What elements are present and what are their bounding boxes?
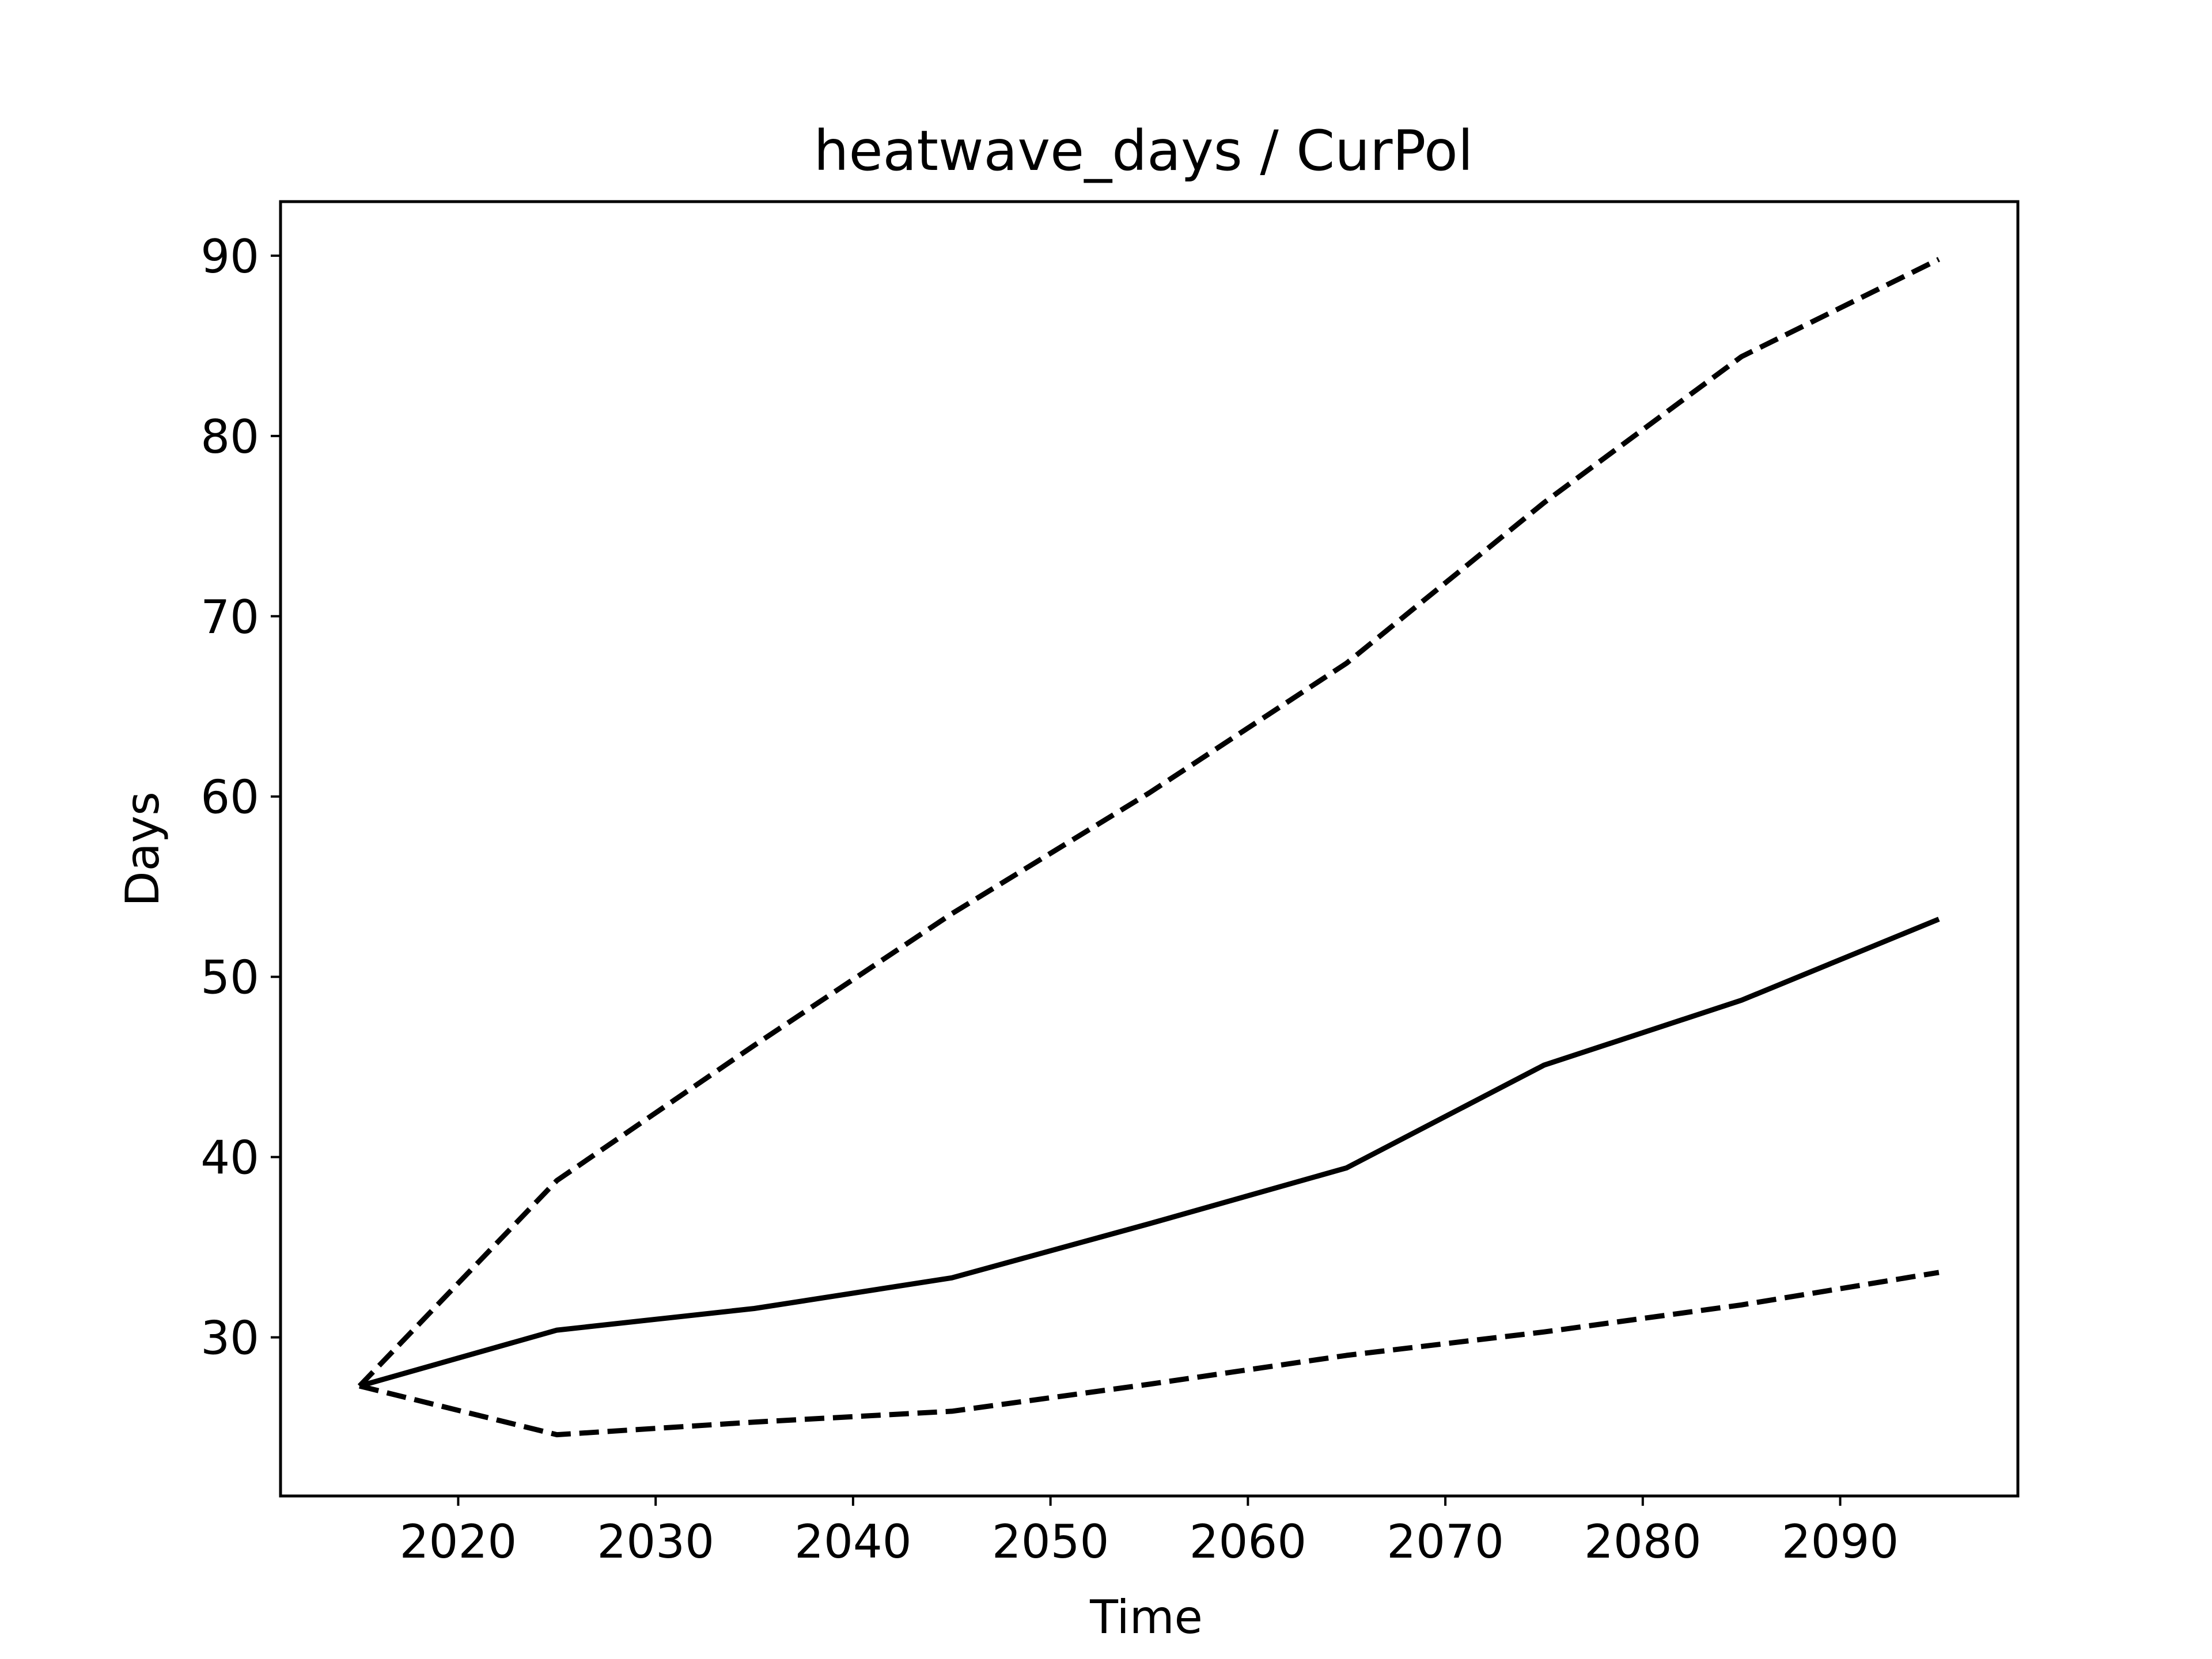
x-tick-label: 2060: [1190, 1515, 1307, 1569]
x-tick-label: 2040: [794, 1515, 912, 1569]
series-line-1: [357, 257, 1940, 1388]
y-tick-label: 70: [200, 590, 259, 644]
y-tick-label: 60: [200, 771, 259, 824]
x-axis-label: Time: [1089, 1590, 1203, 1644]
plot-frame: [279, 200, 2020, 1498]
y-tick-label: 50: [200, 951, 259, 1005]
x-tick-label: 2050: [992, 1515, 1109, 1569]
x-tick-label: 2090: [1782, 1515, 1899, 1569]
axes-layer: 2020 2030 2040 2050 2060 2070 2080 2090 30 40 50 60…: [200, 230, 1899, 1569]
x-tick-label: 2030: [597, 1515, 714, 1569]
series-layer: [357, 257, 1940, 1438]
y-tick-label: 90: [200, 230, 259, 283]
y-tick-label: 80: [200, 410, 259, 464]
y-tick-label: 40: [200, 1131, 259, 1185]
x-tick-label: 2080: [1584, 1515, 1702, 1569]
series-line-3: [359, 1270, 1940, 1438]
chart-title: heatwave_days / CurPol: [814, 119, 1474, 183]
series-line-2: [358, 916, 1940, 1389]
x-tick-label: 2070: [1387, 1515, 1504, 1569]
x-tick-label: 2020: [400, 1515, 517, 1569]
y-axis-label: Days: [116, 791, 169, 907]
y-tick-label: 30: [200, 1312, 259, 1365]
